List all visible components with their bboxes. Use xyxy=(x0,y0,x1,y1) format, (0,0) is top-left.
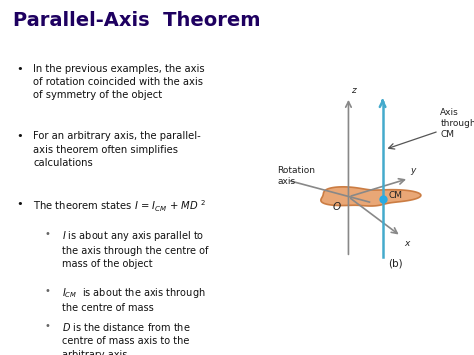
Text: $I$ is about any axis parallel to
the axis through the centre of
mass of the obj: $I$ is about any axis parallel to the ax… xyxy=(62,229,208,269)
Text: Rotation
axis: Rotation axis xyxy=(278,166,316,186)
Text: For an arbitrary axis, the parallel-
axis theorem often simplifies
calculations: For an arbitrary axis, the parallel- axi… xyxy=(33,131,201,168)
Text: •: • xyxy=(16,64,23,74)
Text: The theorem states $I$ = $I_{CM}$ + $MD$ $^{2}$: The theorem states $I$ = $I_{CM}$ + $MD$… xyxy=(33,199,206,214)
Text: Axis
through
CM: Axis through CM xyxy=(440,108,474,139)
Text: (b): (b) xyxy=(388,259,403,269)
Polygon shape xyxy=(321,187,421,206)
Text: $x$: $x$ xyxy=(403,239,411,248)
Text: $D$ is the distance from the
centre of mass axis to the
arbitrary axis: $D$ is the distance from the centre of m… xyxy=(62,321,190,355)
Text: $I_{CM}$  is about the axis through
the centre of mass: $I_{CM}$ is about the axis through the c… xyxy=(62,286,205,313)
Text: In the previous examples, the axis
of rotation coincided with the axis
of symmet: In the previous examples, the axis of ro… xyxy=(33,64,205,100)
Text: CM: CM xyxy=(389,191,403,200)
Text: •: • xyxy=(16,199,23,209)
Text: $z$: $z$ xyxy=(351,86,358,95)
Text: $y$: $y$ xyxy=(410,166,418,177)
Text: •: • xyxy=(45,286,50,296)
Text: •: • xyxy=(16,131,23,141)
Text: •: • xyxy=(45,321,50,331)
Text: $O$: $O$ xyxy=(332,201,342,213)
Text: •: • xyxy=(45,229,50,239)
Text: Parallel-Axis  Theorem: Parallel-Axis Theorem xyxy=(13,11,261,30)
